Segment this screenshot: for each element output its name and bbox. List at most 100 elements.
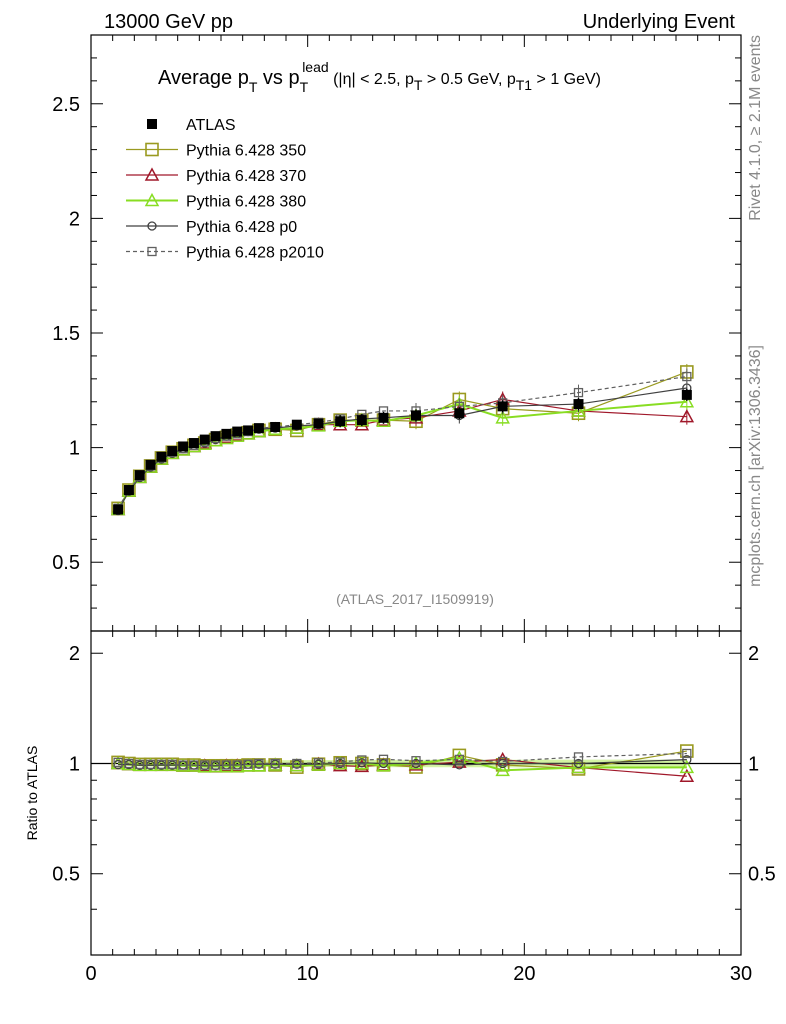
marker-atlas — [134, 470, 145, 481]
marker-atlas — [188, 438, 199, 449]
ratio-marker-p2010 — [411, 756, 421, 766]
y-tick-label: 2.5 — [52, 94, 80, 116]
legend-label-p350: Pythia 6.428 350 — [186, 143, 306, 160]
marker-atlas — [681, 389, 692, 400]
ratio-marker-p2010 — [189, 760, 199, 770]
legend-label-p370: Pythia 6.428 370 — [186, 168, 306, 185]
ratio-marker-p2010 — [210, 760, 221, 770]
ratio-marker-p0 — [682, 755, 692, 765]
marker-atlas — [113, 504, 124, 515]
marker-atlas — [167, 446, 178, 457]
marker-atlas — [291, 419, 302, 430]
marker-p380 — [495, 410, 510, 424]
marker-atlas — [253, 423, 264, 434]
ratio-marker-p2010 — [292, 758, 302, 769]
axis-tick-labels: 0 10 20 30 0.5 1 1.5 2 2.5 0.5 0.5 1 1 2 2 — [52, 94, 776, 985]
marker-atlas — [497, 401, 508, 412]
ratio-series-layer — [110, 744, 695, 783]
marker-atlas — [178, 441, 189, 452]
ratio-marker-p2010 — [335, 757, 345, 767]
ratio-y-tick-label: 1 — [69, 753, 80, 775]
ratio-marker-p380 — [571, 759, 586, 774]
legend: ATLAS Pythia 6.428 350 Pythia 6.428 370 Pyt… — [126, 117, 324, 262]
ratio-marker-p2010 — [270, 758, 280, 769]
ratio-marker-p2010 — [243, 759, 253, 769]
ratio-line-p0 — [118, 759, 687, 767]
rivet-label: Rivet 4.1.0, ≥ 2.1M events — [747, 35, 764, 221]
ratio-marker-p2010 — [378, 754, 389, 764]
ratio-marker-p2010 — [113, 757, 123, 768]
marker-atlas — [378, 412, 389, 423]
legend-label-p0: Pythia 6.428 p0 — [186, 219, 297, 236]
x-tick-label: 20 — [513, 963, 535, 985]
ratio-marker-p2010 — [682, 748, 692, 759]
ratio-marker-p2010 — [232, 760, 242, 770]
ratio-marker-p370 — [332, 758, 348, 772]
ratio-marker-p0 — [573, 758, 584, 769]
ratio-marker-p2010 — [313, 758, 324, 768]
ratio-marker-p0 — [454, 760, 464, 770]
marker-atlas — [156, 451, 167, 462]
marker-atlas — [232, 426, 243, 437]
ratio-marker-p2010 — [498, 756, 508, 767]
legend-label-p380: Pythia 6.428 380 — [186, 194, 306, 211]
ratio-marker-p2010 — [573, 752, 584, 762]
marker-p2010 — [573, 387, 584, 398]
ratio-marker-p380 — [240, 758, 256, 772]
marker-atlas — [356, 415, 367, 426]
main-series-layer — [110, 363, 695, 516]
marker-atlas — [411, 410, 421, 421]
ratio-y-tick-label-right: 2 — [748, 643, 759, 665]
legend-marker-p0 — [147, 221, 157, 231]
ratio-marker-p380 — [229, 758, 245, 773]
ratio-marker-p2010 — [221, 760, 232, 770]
ratio-y-tick-label: 0.5 — [52, 864, 80, 886]
marker-atlas — [199, 434, 210, 445]
ratio-marker-p380 — [679, 759, 695, 774]
ratio-line-p2010 — [118, 752, 687, 766]
ratio-marker-p2010 — [124, 758, 134, 769]
ratio-marker-p2010 — [156, 759, 167, 769]
plot-title: Average pT vs pTlead (|η| < 2.5, pT > 0.… — [158, 59, 601, 95]
ratio-marker-p2010 — [178, 760, 188, 770]
ratio-marker-p2010 — [454, 754, 464, 765]
ratio-marker-p380 — [219, 758, 234, 773]
ratio-frame — [90, 630, 742, 956]
analysis-id: (ATLAS_2017_I1509919) — [336, 591, 494, 607]
marker-atlas — [145, 459, 156, 470]
ratio-marker-p2010 — [167, 759, 177, 769]
marker-atlas — [221, 428, 232, 439]
legend-marker-p2010 — [147, 246, 157, 257]
marker-atlas — [243, 425, 254, 436]
ratio-y-tick-label-right: 0.5 — [748, 864, 776, 886]
ratio-marker-p2010 — [200, 760, 210, 770]
ratio-marker-p380 — [289, 758, 305, 772]
legend-marker-p380 — [144, 192, 160, 207]
marker-atlas — [270, 421, 281, 432]
ratio-marker-p2010 — [145, 759, 156, 770]
header-right: Underlying Event — [583, 11, 736, 33]
marker-p2010 — [682, 371, 692, 382]
marker-atlas — [335, 416, 346, 427]
legend-label-p2010: Pythia 6.428 p2010 — [186, 245, 324, 262]
ratio-marker-p380 — [376, 758, 391, 772]
header-left: 13000 GeV pp — [104, 11, 233, 33]
x-tick-label: 30 — [730, 963, 752, 985]
y-tick-label: 1 — [69, 438, 80, 460]
mcplots-label: mcplots.cern.ch [arXiv:1306.3436] — [747, 345, 764, 587]
axis-ticks — [90, 34, 742, 956]
y-tick-label: 1.5 — [52, 323, 80, 345]
ratio-marker-p370 — [679, 768, 695, 783]
marker-atlas — [454, 408, 465, 419]
legend-marker-atlas — [147, 119, 157, 129]
y-tick-label: 0.5 — [52, 552, 80, 574]
marker-atlas — [573, 399, 584, 410]
legend-marker-p350 — [145, 142, 159, 157]
ratio-marker-p2010 — [357, 755, 367, 765]
x-tick-label: 0 — [85, 963, 96, 985]
marker-atlas — [123, 485, 134, 496]
ratio-marker-p2010 — [135, 759, 145, 770]
ratio-ylabel: Ratio to ATLAS — [24, 746, 40, 841]
ratio-y-tick-label: 2 — [69, 643, 80, 665]
